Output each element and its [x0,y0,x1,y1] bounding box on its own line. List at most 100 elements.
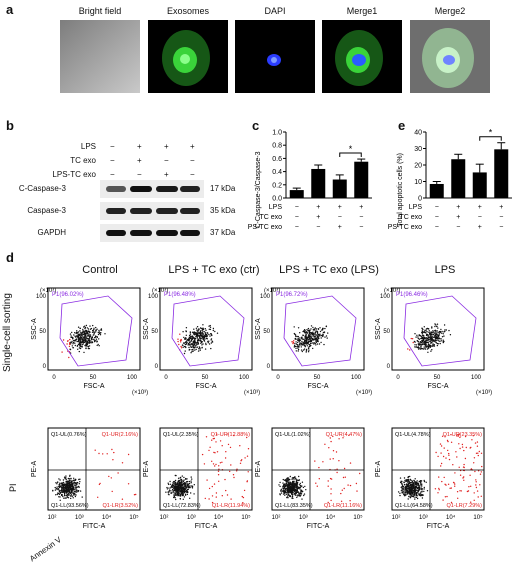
event-dot [300,349,303,351]
event-dot [289,475,291,478]
event-dot [297,350,299,352]
event-dot [73,484,75,486]
event-dot [411,480,413,482]
event-dot [95,338,98,340]
chart-c: C-Caspase-3/Caspase-3 0.0 0.2 0.4 0.6 0.8 1.0… [248,130,372,231]
blot-band [106,208,126,214]
event-dot [477,496,479,498]
fsc-unit: (×10³) [476,390,492,396]
event-dot [78,350,81,353]
event-dot [418,494,420,496]
event-dot [437,334,440,337]
event-dot [219,440,222,442]
event-dot [308,337,311,339]
event-dot [67,340,69,342]
event-dot [443,341,445,343]
event-dot [420,481,422,484]
event-dot [186,480,189,483]
q-ul-label: Q1-UL(2.35%) [163,432,199,438]
event-dot [199,339,202,341]
event-dot [55,482,57,484]
event-dot [215,441,217,443]
event-dot [202,338,204,341]
event-dot [304,346,306,348]
c-cond-mark: − [295,204,299,211]
event-dot [175,490,177,492]
event-dot [456,435,458,437]
event-dot [227,443,230,446]
event-dot [297,491,299,493]
event-dot [403,490,405,492]
event-dot [456,491,459,493]
blot-band [180,208,200,214]
event-dot [180,487,183,489]
event-dot [410,485,413,488]
event-dot [343,467,346,470]
e-cond-mark: + [478,224,482,231]
sorting-plot-frame [391,287,485,371]
event-dot [399,492,401,494]
event-dot [442,339,444,341]
event-dot [301,336,303,338]
event-dot [173,480,175,483]
fsc-tick-label: 100 [239,375,250,381]
e-cond-mark: − [435,214,439,221]
event-dot [64,492,66,494]
event-dot [189,340,191,343]
event-dot [324,443,326,445]
event-dot [430,338,433,340]
event-dot [432,344,434,346]
event-dot [192,348,194,351]
event-dot [76,482,78,485]
event-dot [75,494,77,496]
event-dot [63,488,65,490]
event-dot [92,334,95,336]
event-dot [419,495,422,497]
ssc-tick-label: 0 [267,364,271,370]
event-dot [194,345,196,347]
event-dot [88,333,90,335]
event-dot [199,337,202,339]
event-dot [462,466,465,468]
event-dot [427,341,429,344]
event-dot [185,343,188,345]
event-dot [412,485,414,487]
event-dot [173,488,175,490]
event-dot [81,333,83,335]
event-dot [343,487,345,490]
event-dot [315,334,318,336]
event-dot [409,488,411,491]
event-dot [206,479,208,481]
event-dot [327,501,329,504]
event-dot [462,477,464,479]
event-dot [476,445,479,447]
event-dot [306,339,308,342]
fsc-tick-label: 50 [314,375,321,381]
event-dot [406,484,408,487]
fsc-tick-label: 100 [127,375,138,381]
event-dot [246,436,248,439]
event-dot [62,484,64,486]
event-dot [92,330,95,332]
event-dot [415,492,417,494]
event-dot [294,477,297,479]
event-dot [244,457,246,459]
event-dot [205,329,207,331]
event-dot [283,479,286,481]
event-dot [202,327,204,329]
event-dot [431,326,433,328]
event-dot [70,335,72,337]
event-dot [292,481,294,483]
event-dot [349,462,352,464]
event-dot [170,487,172,489]
event-dot [194,346,196,349]
event-dot [470,485,472,487]
event-dot [69,338,71,341]
event-dot [85,341,87,343]
event-dot [421,330,423,332]
d-title-control: Control [82,264,118,276]
event-dot [76,330,78,332]
event-dot [309,329,311,331]
event-dot [218,468,220,470]
event-dot [212,463,215,465]
